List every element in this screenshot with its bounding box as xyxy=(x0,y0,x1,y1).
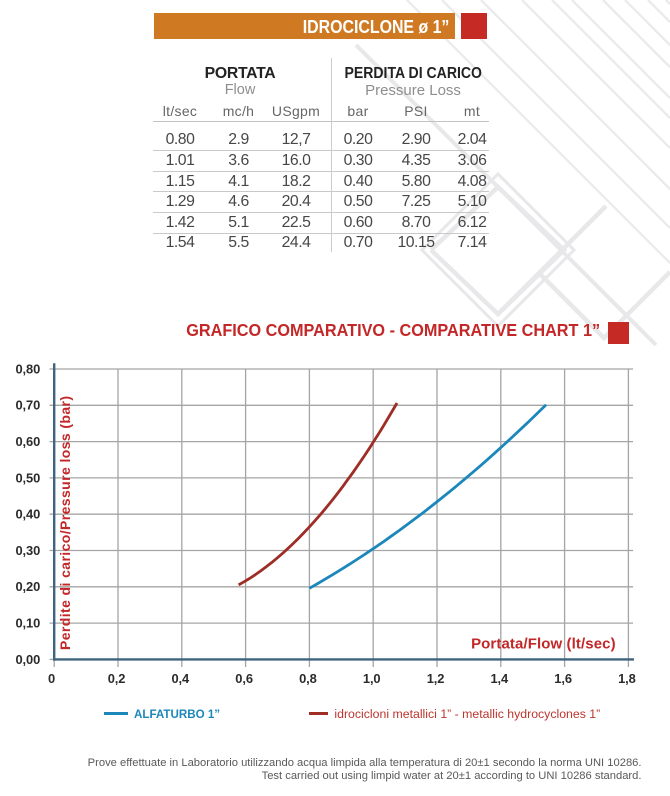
svg-text:0,30: 0,30 xyxy=(15,543,40,558)
svg-text:1,4: 1,4 xyxy=(490,671,509,686)
svg-text:Perdite di carico/Pressure los: Perdite di carico/Pressure loss (bar) xyxy=(57,396,73,650)
svg-text:0,4: 0,4 xyxy=(171,671,190,686)
svg-text:0,00: 0,00 xyxy=(15,652,40,667)
svg-text:0: 0 xyxy=(48,671,55,686)
svg-text:0,50: 0,50 xyxy=(15,470,40,485)
svg-text:1,8: 1,8 xyxy=(618,671,636,686)
svg-text:0,60: 0,60 xyxy=(15,434,40,449)
svg-text:0,10: 0,10 xyxy=(15,616,40,631)
svg-text:0,80: 0,80 xyxy=(15,361,40,376)
svg-text:1,6: 1,6 xyxy=(554,671,572,686)
svg-text:0,20: 0,20 xyxy=(15,579,40,594)
svg-text:0,70: 0,70 xyxy=(15,398,40,413)
svg-text:0,40: 0,40 xyxy=(15,507,40,522)
svg-text:0,2: 0,2 xyxy=(108,671,126,686)
svg-text:0,8: 0,8 xyxy=(299,671,317,686)
svg-text:1,2: 1,2 xyxy=(427,671,445,686)
svg-text:0,6: 0,6 xyxy=(235,671,253,686)
svg-text:1,0: 1,0 xyxy=(363,671,381,686)
svg-text:Portata/Flow (lt/sec): Portata/Flow (lt/sec) xyxy=(471,636,616,653)
